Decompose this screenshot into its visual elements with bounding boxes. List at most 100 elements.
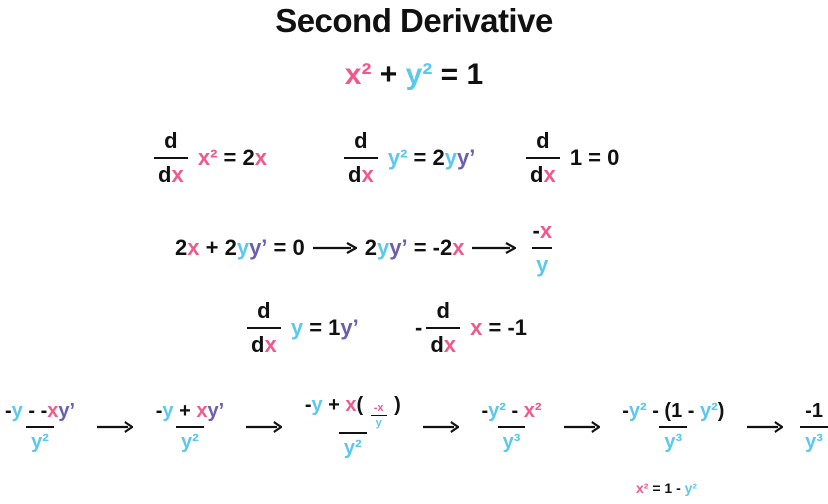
math-term: y³ bbox=[664, 431, 683, 453]
math-term: - bbox=[5, 400, 12, 422]
math-term: d bbox=[257, 298, 271, 323]
arrow-icon bbox=[246, 421, 284, 433]
numerator: d bbox=[160, 128, 181, 157]
math-term: + 2 bbox=[199, 235, 237, 260]
math-term: x bbox=[196, 400, 208, 422]
fraction: d dx bbox=[154, 128, 188, 188]
math-term: = 1 bbox=[432, 58, 484, 91]
math-term: y bbox=[376, 235, 390, 260]
math-term: x bbox=[345, 394, 357, 416]
math-term: y bbox=[162, 400, 174, 422]
math-term: = 2 bbox=[217, 145, 255, 170]
math-term: = 0 bbox=[267, 235, 305, 260]
math-term: ( bbox=[356, 394, 369, 416]
math-term: = 1 - bbox=[648, 480, 685, 496]
derivative-constant: d dx 1 = 0 bbox=[522, 128, 619, 188]
math-term: y bbox=[311, 394, 323, 416]
fraction: -x y bbox=[528, 218, 556, 278]
numerator: -y² - (1 - y²) bbox=[617, 400, 729, 426]
derivative-negative-x: - d dx x = -1 bbox=[415, 298, 527, 358]
numerator: d bbox=[432, 298, 453, 327]
math-term: x bbox=[171, 162, 184, 187]
math-term: y’ bbox=[58, 400, 76, 422]
math-term: x bbox=[443, 332, 457, 357]
denominator: y² bbox=[338, 432, 367, 460]
math-term: y’ bbox=[207, 400, 225, 422]
math-term: y bbox=[11, 400, 23, 422]
denominator: y³ bbox=[800, 426, 828, 454]
math-term: + bbox=[371, 58, 406, 91]
arrow-icon bbox=[312, 242, 358, 254]
math-term: y bbox=[375, 417, 382, 429]
math-term: - bbox=[622, 400, 629, 422]
math-term: d bbox=[436, 298, 450, 323]
math-term: d bbox=[430, 332, 444, 357]
numerator: -y² - x² bbox=[476, 400, 546, 426]
math-term: x bbox=[264, 332, 277, 357]
math-term: y² bbox=[31, 431, 49, 453]
math-term: x bbox=[254, 145, 267, 170]
fraction: d dx bbox=[247, 298, 281, 358]
denominator: y² bbox=[176, 426, 204, 454]
math-term: x² bbox=[636, 480, 649, 496]
math-term: - - bbox=[22, 400, 48, 422]
arrow-icon bbox=[563, 421, 601, 433]
math-term: y bbox=[236, 235, 250, 260]
math-term: - bbox=[532, 218, 540, 243]
math-term: d bbox=[536, 128, 550, 153]
numerator: -y + x( -x y ) bbox=[300, 394, 406, 432]
math-term: y² bbox=[488, 400, 506, 422]
math-term: d bbox=[158, 162, 172, 187]
fraction: -y² - (1 - y²) y³ bbox=[617, 400, 729, 454]
math-term: -x bbox=[373, 402, 384, 414]
math-term: y’ bbox=[456, 145, 476, 170]
math-term: 1 = 0 bbox=[563, 145, 620, 170]
math-term: y² bbox=[700, 400, 718, 422]
fraction: d dx bbox=[344, 128, 378, 188]
math-term: x bbox=[539, 218, 553, 243]
fraction: d dx bbox=[526, 128, 560, 188]
numerator: -y + xy’ bbox=[151, 400, 229, 426]
math-term: x bbox=[47, 400, 59, 422]
math-term: x bbox=[361, 162, 374, 187]
math-term: x bbox=[470, 315, 483, 340]
math-term: - bbox=[415, 315, 423, 340]
math-term: y² bbox=[343, 437, 362, 459]
numerator: d bbox=[253, 298, 274, 327]
derivative-y: d dx y = 1 y’ bbox=[243, 298, 359, 358]
math-term: ) bbox=[717, 400, 725, 422]
math-term: + bbox=[173, 400, 197, 422]
numerator: d bbox=[350, 128, 371, 157]
fraction: d dx bbox=[426, 298, 461, 358]
denominator: dx bbox=[426, 327, 461, 358]
math-term: y bbox=[290, 315, 304, 340]
math-term: y³ bbox=[502, 431, 521, 453]
math-term: x² bbox=[523, 400, 542, 422]
math-term: x bbox=[187, 235, 200, 260]
math-term: d bbox=[348, 162, 362, 187]
numerator: -x bbox=[528, 218, 556, 247]
math-term: x bbox=[543, 162, 556, 187]
denominator: y³ bbox=[659, 426, 688, 454]
fraction: -x y bbox=[369, 402, 389, 429]
denominator: y² bbox=[26, 426, 54, 454]
math-term: = -1 bbox=[482, 315, 528, 340]
numerator: -y - -xy’ bbox=[0, 400, 80, 426]
math-term: - bbox=[155, 400, 163, 422]
denominator: dx bbox=[526, 157, 560, 188]
math-term: + bbox=[322, 394, 346, 416]
arrow-icon bbox=[472, 242, 518, 254]
fraction: -y² - x² y³ bbox=[476, 400, 546, 454]
circle-equation: x² + y² = 1 bbox=[0, 58, 828, 92]
math-term: x bbox=[452, 235, 465, 260]
second-derivative-steps: -y - -xy’ y² -y + xy’ y² -y + x( -x y ) y² -y² … bbox=[0, 394, 828, 460]
arrow-icon bbox=[746, 421, 784, 433]
math-term: y’ bbox=[389, 235, 408, 260]
denominator: y bbox=[370, 415, 387, 429]
derivative-y-squared: d dx y² = 2 y y’ bbox=[340, 128, 475, 188]
substitution-note: x² = 1 - y² bbox=[636, 480, 697, 496]
numerator: -1 bbox=[800, 400, 828, 426]
numerator: d bbox=[532, 128, 553, 157]
fraction: -1 y³ bbox=[800, 400, 828, 454]
